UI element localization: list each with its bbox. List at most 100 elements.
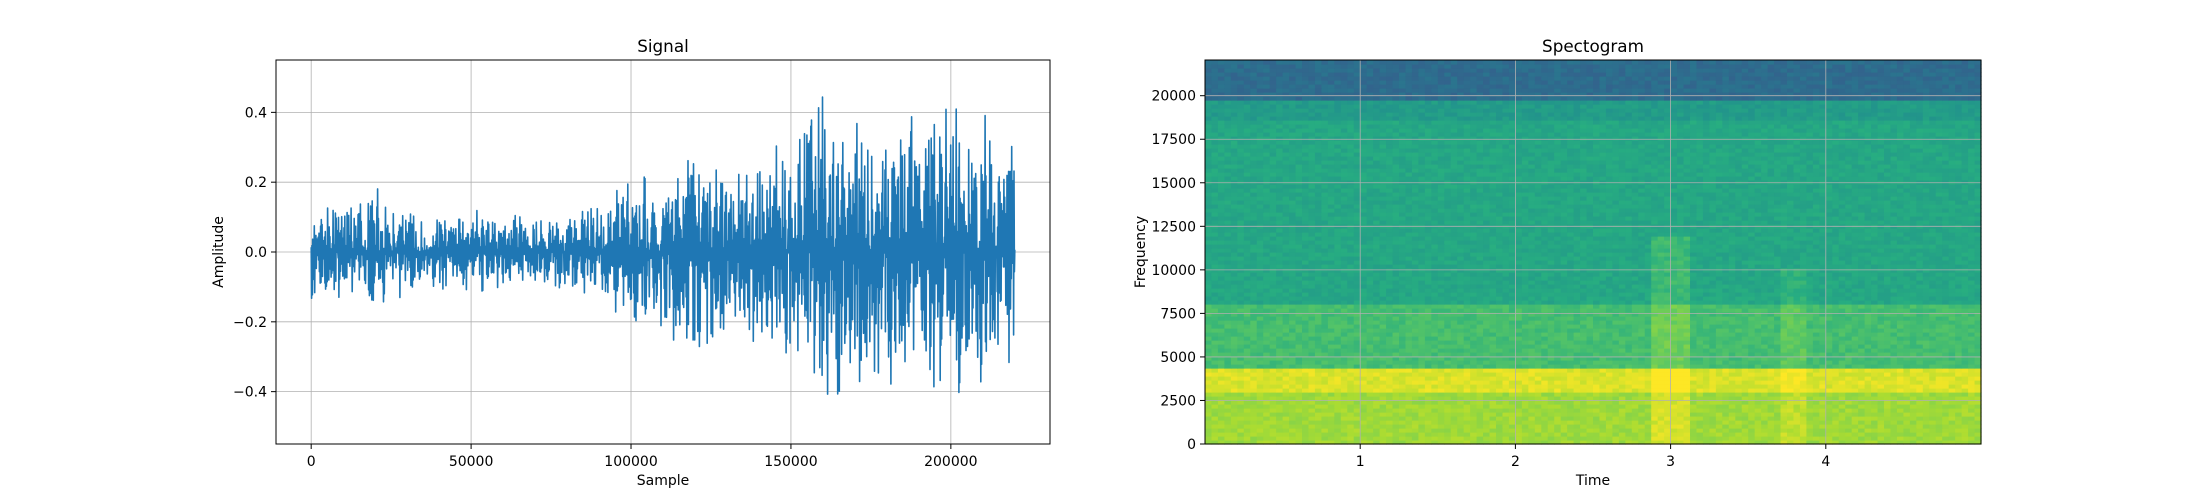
spectrogram-cell	[1586, 280, 1594, 285]
spectrogram-cell	[1256, 308, 1264, 313]
spectrogram-cell	[1269, 348, 1277, 353]
spectrogram-cell	[1437, 280, 1445, 285]
spectrogram-cell	[1243, 336, 1251, 341]
spectrogram-cell	[1437, 424, 1445, 429]
spectrogram-cell	[1644, 320, 1652, 325]
spectrogram-cell	[1360, 412, 1368, 417]
spectrogram-cell	[1735, 348, 1743, 353]
spectrogram-cell	[1431, 280, 1439, 285]
spectrogram-cell	[1677, 352, 1685, 357]
spectrogram-cell	[1864, 424, 1872, 429]
spectrogram-cell	[1515, 340, 1523, 345]
spectrogram-cell	[1289, 328, 1297, 333]
spectrogram-cell	[1263, 292, 1271, 297]
spectrogram-cell	[1968, 312, 1976, 317]
spectrogram-cell	[1580, 392, 1588, 397]
spectrogram-cell	[1605, 392, 1613, 397]
spectrogram-cell	[1502, 320, 1510, 325]
spectrogram-cell	[1314, 436, 1322, 441]
spectrogram-cell	[1295, 364, 1303, 369]
spectrogram-cell	[1276, 344, 1284, 349]
spectrogram-cell	[1399, 432, 1407, 437]
spectrogram-cell	[1696, 292, 1704, 297]
spectrogram-cell	[1832, 364, 1840, 369]
spectrogram-cell	[1483, 396, 1491, 401]
spectrogram-cell	[1845, 288, 1853, 293]
spectrogram-cell	[1948, 416, 1956, 421]
spectrogram-cell	[1864, 356, 1872, 361]
spectrogram-cell	[1683, 312, 1691, 317]
spectrogram-cell	[1968, 364, 1976, 369]
spectrogram-cell	[1399, 412, 1407, 417]
spectrogram-cell	[1702, 368, 1710, 373]
spectrogram-cell	[1948, 328, 1956, 333]
spectrogram-cell	[1483, 304, 1491, 309]
spectrogram-cell	[1968, 368, 1976, 373]
spectrogram-cell	[1347, 352, 1355, 357]
spectrogram-cell	[1709, 440, 1717, 445]
spectrogram-cell	[1851, 344, 1859, 349]
spectrogram-cell	[1884, 288, 1892, 293]
spectrogram-cell	[1974, 396, 1982, 401]
spectrogram-cell	[1761, 340, 1769, 345]
spectrogram-cell	[1502, 400, 1510, 405]
spectrogram-cell	[1256, 372, 1264, 377]
spectrogram-cell	[1230, 436, 1238, 441]
spectrogram-cell	[1968, 320, 1976, 325]
spectrogram-cell	[1858, 364, 1866, 369]
spectrogram-cell	[1289, 332, 1297, 337]
spectrogram-cell	[1657, 392, 1665, 397]
spectrogram-cell	[1457, 364, 1465, 369]
spectrogram-cell	[1728, 384, 1736, 389]
spectrogram-cell	[1806, 392, 1814, 397]
spectrogram-cell	[1722, 352, 1730, 357]
spectrogram-cell	[1560, 284, 1568, 289]
spectrogram-cell	[1922, 376, 1930, 381]
spectrogram-cell	[1353, 436, 1361, 441]
spectrogram-cell	[1567, 440, 1575, 445]
spectrogram-cell	[1631, 364, 1639, 369]
spectrogram-cell	[1508, 420, 1516, 425]
spectrogram-cell	[1295, 316, 1303, 321]
spectrogram-cell	[1573, 376, 1581, 381]
spectrogram-cell	[1534, 316, 1542, 321]
spectrogram-cell	[1825, 400, 1833, 405]
spectrogram-cell	[1334, 324, 1342, 329]
spectrogram-cell	[1496, 412, 1504, 417]
spectrogram-cell	[1961, 436, 1969, 441]
spectrogram-cell	[1560, 360, 1568, 365]
spectrogram-cell	[1631, 336, 1639, 341]
spectrogram-cell	[1502, 376, 1510, 381]
spectrogram-cell	[1450, 440, 1458, 445]
spectrogram-cell	[1864, 380, 1872, 385]
spectrogram-cell	[1845, 280, 1853, 285]
spectrogram-cell	[1205, 424, 1213, 429]
spectrogram-cell	[1521, 328, 1529, 333]
spectrogram-cell	[1496, 344, 1504, 349]
spectrogram-cell	[1819, 284, 1827, 289]
spectrogram-cell	[1360, 328, 1368, 333]
spectrogram-cell	[1767, 332, 1775, 337]
spectrogram-cell	[1573, 312, 1581, 317]
spectrogram-cell	[1521, 316, 1529, 321]
spectrogram-cell	[1631, 384, 1639, 389]
spectrogram-cell	[1748, 296, 1756, 301]
spectrogram-cell	[1974, 300, 1982, 305]
spectrogram-cell	[1767, 428, 1775, 433]
spectrogram-cell	[1599, 332, 1607, 337]
spectrogram-cell	[1638, 392, 1646, 397]
spectrogram-cell	[1774, 380, 1782, 385]
spectrogram-cell	[1871, 320, 1879, 325]
spectrogram-cell	[1528, 312, 1536, 317]
spectrogram-cell	[1250, 372, 1258, 377]
spectrogram-cell	[1741, 432, 1749, 437]
spectrogram-cell	[1605, 436, 1613, 441]
spectrogram-cell	[1508, 380, 1516, 385]
spectrogram-cell	[1664, 396, 1672, 401]
spectrogram-cell	[1793, 292, 1801, 297]
spectrogram-cell	[1748, 384, 1756, 389]
spectrogram-cell	[1515, 396, 1523, 401]
spectrogram-cell	[1276, 308, 1284, 313]
spectrogram-cell	[1269, 364, 1277, 369]
spectrogram-cell	[1871, 424, 1879, 429]
